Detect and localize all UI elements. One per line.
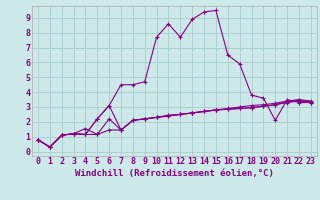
X-axis label: Windchill (Refroidissement éolien,°C): Windchill (Refroidissement éolien,°C)	[75, 169, 274, 178]
